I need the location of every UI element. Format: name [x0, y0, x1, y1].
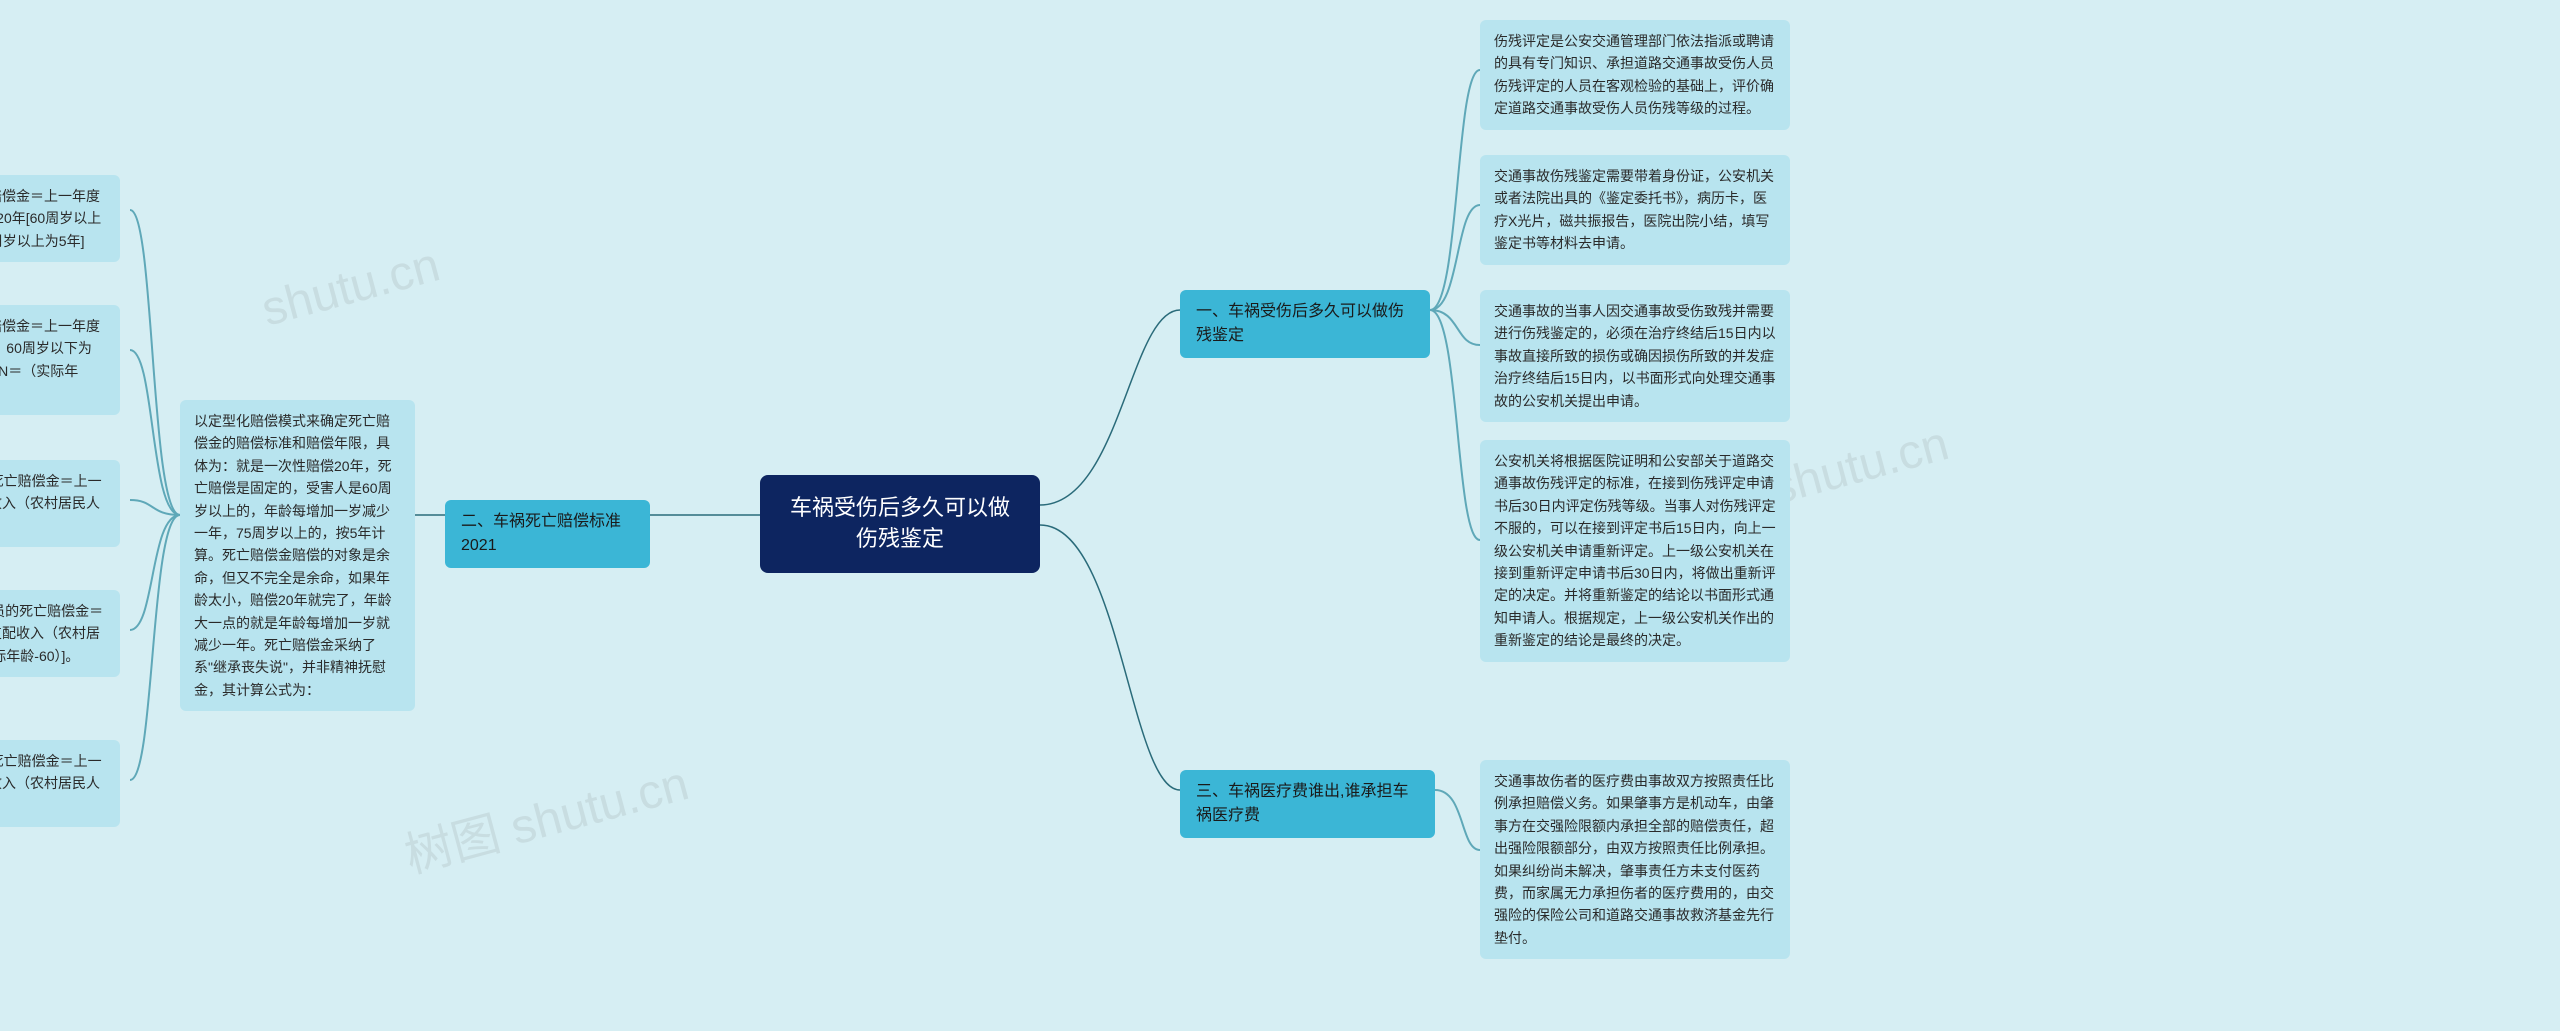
- leaf-l1-2: （二）农村居民为：死亡赔偿金＝上一年度农村居民人均可支配×N[N：60周岁以下为…: [0, 305, 120, 415]
- leaf-l1-3: （三）60周岁以下人员的死亡赔偿金＝上一年度城镇居民人均可支配收入（农村居民人均…: [0, 460, 120, 547]
- leaf-r1-3: 交通事故的当事人因交通事故受伤致残并需要进行伤残鉴定的，必须在治疗终结后15日内…: [1480, 290, 1790, 422]
- bridge-left: 以定型化赔偿模式来确定死亡赔偿金的赔偿标准和赔偿年限，具体为：就是一次性赔偿20…: [180, 400, 415, 711]
- leaf-l1-5: （五）75周岁以上人员的死亡赔偿金＝上一年度城镇居民人均可支配收入（农村居民人均…: [0, 740, 120, 827]
- leaf-r2-1: 交通事故伤者的医疗费由事故双方按照责任比例承担赔偿义务。如果肇事方是机动车，由肇…: [1480, 760, 1790, 959]
- watermark: 树图 shutu.cn: [396, 744, 695, 887]
- leaf-r1-2: 交通事故伤残鉴定需要带着身份证，公安机关或者法院出具的《鉴定委托书》，病历卡，医…: [1480, 155, 1790, 265]
- center-node: 车祸受伤后多久可以做伤残鉴定: [760, 475, 1040, 573]
- watermark: shutu.cn: [256, 237, 446, 337]
- leaf-r1-1: 伤残评定是公安交通管理部门依法指派或聘请的具有专门知识、承担道路交通事故受伤人员…: [1480, 20, 1790, 130]
- branch-right-1: 一、车祸受伤后多久可以做伤残鉴定: [1180, 290, 1430, 358]
- leaf-r1-4: 公安机关将根据医院证明和公安部关于道路交通事故伤残评定的标准，在接到伤残评定申请…: [1480, 440, 1790, 662]
- leaf-l1-1: （一）城镇居民为：死亡赔偿金＝上一年度城镇居民人均可支配收入×20年[60周岁以…: [0, 175, 120, 262]
- branch-right-2: 三、车祸医疗费谁出,谁承担车祸医疗费: [1180, 770, 1435, 838]
- leaf-l1-4: （四）60周岁—75周岁人员的死亡赔偿金＝上一年度城镇居民人均可支配收入（农村居…: [0, 590, 120, 677]
- branch-left-1: 二、车祸死亡赔偿标准2021: [445, 500, 650, 568]
